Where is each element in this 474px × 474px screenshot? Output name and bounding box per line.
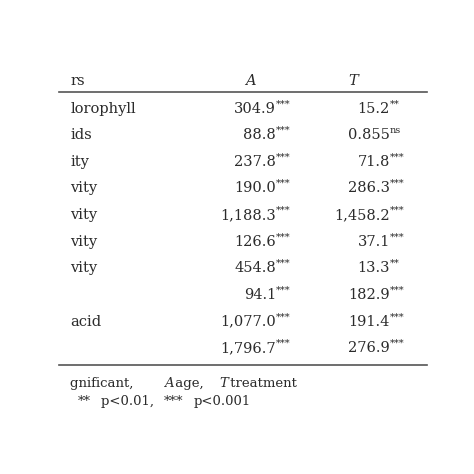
Text: ***: *** <box>276 233 291 241</box>
Text: vity: vity <box>70 208 97 222</box>
Text: 237.8: 237.8 <box>234 155 276 169</box>
Text: age,: age, <box>171 377 208 390</box>
Text: ***: *** <box>276 179 291 188</box>
Text: 126.6: 126.6 <box>234 235 276 249</box>
Text: ids: ids <box>70 128 92 142</box>
Text: T: T <box>219 377 228 390</box>
Text: ***: *** <box>276 339 291 348</box>
Text: ***: *** <box>390 153 404 162</box>
Text: ***: *** <box>276 206 291 215</box>
Text: 286.3: 286.3 <box>348 182 390 195</box>
Text: **: ** <box>390 259 400 268</box>
Text: 94.1: 94.1 <box>244 288 276 302</box>
Text: 182.9: 182.9 <box>348 288 390 302</box>
Text: gnificant,: gnificant, <box>70 377 138 390</box>
Text: ***: *** <box>276 126 291 135</box>
Text: ity: ity <box>70 155 89 169</box>
Text: rs: rs <box>70 73 85 88</box>
Text: ***: *** <box>276 286 291 295</box>
Text: ***: *** <box>276 259 291 268</box>
Text: vity: vity <box>70 235 97 249</box>
Text: 191.4: 191.4 <box>348 315 390 328</box>
Text: 1,188.3: 1,188.3 <box>220 208 276 222</box>
Text: 1,458.2: 1,458.2 <box>334 208 390 222</box>
Text: ns: ns <box>390 126 401 135</box>
Text: 71.8: 71.8 <box>357 155 390 169</box>
Text: vity: vity <box>70 261 97 275</box>
Text: ***: *** <box>276 153 291 162</box>
Text: treatment: treatment <box>227 377 297 390</box>
Text: **: ** <box>390 99 400 108</box>
Text: ***: *** <box>390 312 404 321</box>
Text: ***: *** <box>390 206 404 215</box>
Text: vity: vity <box>70 182 97 195</box>
Text: ***: *** <box>390 339 404 348</box>
Text: 1,077.0: 1,077.0 <box>220 315 276 328</box>
Text: acid: acid <box>70 315 101 328</box>
Text: 1,796.7: 1,796.7 <box>220 341 276 356</box>
Text: 0.855: 0.855 <box>348 128 390 142</box>
Text: 13.3: 13.3 <box>357 261 390 275</box>
Text: 276.9: 276.9 <box>348 341 390 356</box>
Text: 304.9: 304.9 <box>234 101 276 116</box>
Text: ***: *** <box>276 312 291 321</box>
Text: 454.8: 454.8 <box>234 261 276 275</box>
Text: A: A <box>164 377 173 390</box>
Text: **: ** <box>78 395 91 408</box>
Text: 15.2: 15.2 <box>357 101 390 116</box>
Text: ***: *** <box>276 99 291 108</box>
Text: ***: *** <box>390 179 404 188</box>
Text: lorophyll: lorophyll <box>70 101 136 116</box>
Text: 37.1: 37.1 <box>357 235 390 249</box>
Text: 88.8: 88.8 <box>243 128 276 142</box>
Text: 190.0: 190.0 <box>234 182 276 195</box>
Text: A: A <box>245 73 255 88</box>
Text: ***: *** <box>164 395 183 408</box>
Text: p<0.01,: p<0.01, <box>101 395 163 408</box>
Text: T: T <box>348 73 358 88</box>
Text: p<0.001: p<0.001 <box>193 395 251 408</box>
Text: ***: *** <box>390 286 404 295</box>
Text: ***: *** <box>390 233 404 241</box>
